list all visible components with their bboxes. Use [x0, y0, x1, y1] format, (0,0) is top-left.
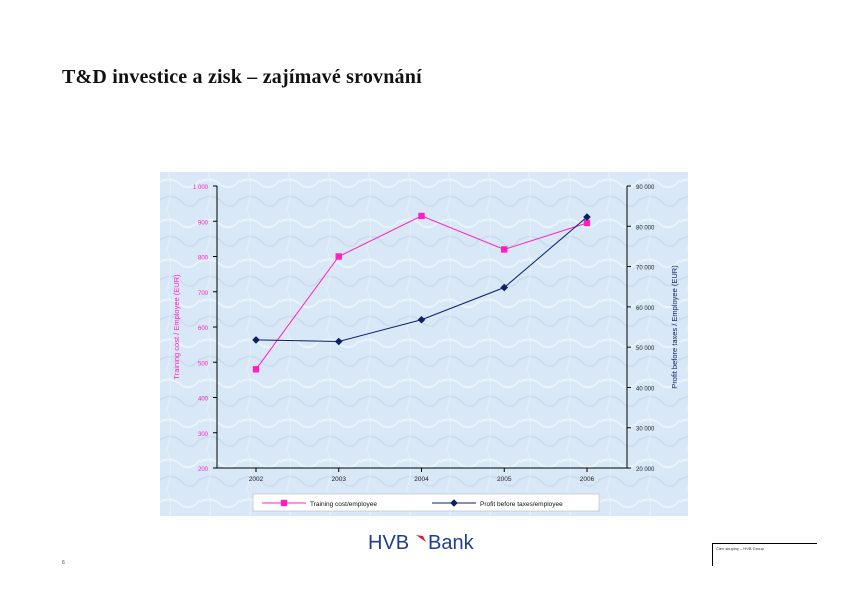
chart-background [160, 172, 688, 516]
data-point-square [252, 366, 260, 373]
legend-label: Profit before taxes/employee [480, 501, 563, 508]
y-tick-label: 900 [198, 220, 209, 226]
line-chart: 200 300 400 500 600 700 800 900 1 000 20 000 30 00… [160, 172, 688, 516]
x-tick-label: 2003 [332, 476, 347, 483]
page-number: 6 [62, 560, 65, 566]
footer-box [712, 543, 817, 566]
data-point-square [280, 499, 288, 507]
y-tick-label: 700 [198, 291, 209, 297]
y2-tick-label: 50 000 [636, 346, 655, 352]
data-point-diamond [334, 337, 343, 346]
data-point-diamond [450, 499, 458, 507]
logo-text-right: Bank [428, 532, 475, 554]
y2-tick-label: 60 000 [636, 306, 655, 312]
hvb-bank-logo: HVB Bank [368, 532, 475, 554]
data-point-diamond [252, 336, 260, 344]
y2-tick-label: 30 000 [636, 427, 655, 433]
data-point-square [335, 253, 342, 260]
legend-label: Training cost/employee [310, 501, 377, 508]
x-tick-label: 2006 [580, 476, 595, 483]
legend-box [252, 493, 600, 512]
y2-tick-label: 40 000 [636, 386, 655, 392]
x-tick-label: 2002 [249, 476, 264, 483]
y-tick-label: 1 000 [193, 185, 209, 191]
y2-tick-label: 80 000 [636, 225, 655, 231]
y-tick-label: 300 [198, 432, 209, 438]
y2-axis-title: Profit before taxes / Employee (EUR) [670, 265, 679, 389]
y-tick-label: 800 [198, 256, 209, 262]
y-tick-label: 500 [198, 361, 209, 367]
chart-panel: 200 300 400 500 600 700 800 900 1 000 20 000 30 00… [160, 172, 688, 516]
logo-text-left: HVB [368, 532, 409, 554]
data-point-square [418, 212, 425, 220]
data-point-square [501, 246, 508, 253]
y2-tick-label: 70 000 [636, 266, 655, 272]
y2-tick-label: 90 000 [636, 185, 655, 191]
logo-mark-icon [416, 535, 426, 542]
x-tick-label: 2004 [414, 476, 429, 483]
y-axis-title: Training cost / Employee (EUR) [172, 274, 181, 380]
footer-text: Člen skupiny – HVB Group [716, 546, 764, 551]
y-tick-label: 400 [198, 397, 209, 403]
slide-title: T&D investice a zisk – zajímavé srovnání [62, 66, 422, 88]
data-point-diamond [417, 315, 426, 324]
data-point-square [583, 219, 591, 227]
y-tick-label: 200 [198, 467, 209, 473]
y2-tick-label: 20 000 [636, 467, 655, 473]
x-tick-label: 2005 [497, 476, 512, 483]
y-tick-label: 600 [198, 326, 209, 332]
